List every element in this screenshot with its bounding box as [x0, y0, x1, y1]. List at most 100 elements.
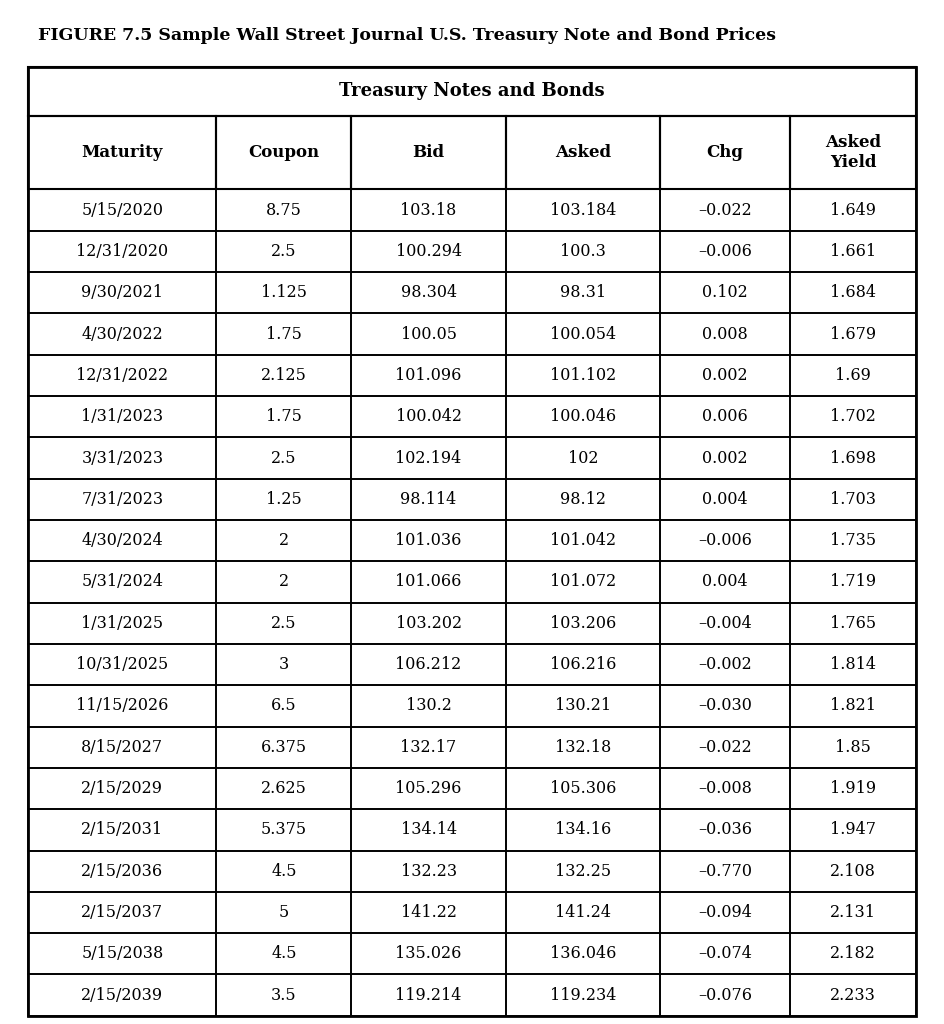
Text: 119.214: 119.214 [396, 987, 462, 1004]
Text: 5: 5 [278, 904, 289, 921]
Text: 1.765: 1.765 [830, 614, 876, 632]
Text: 141.24: 141.24 [555, 904, 611, 921]
Text: 5/15/2038: 5/15/2038 [81, 945, 163, 963]
Text: 2: 2 [278, 532, 289, 549]
Text: 1.75: 1.75 [266, 326, 302, 343]
Text: 1.698: 1.698 [830, 450, 876, 467]
Text: –0.076: –0.076 [699, 987, 752, 1004]
Text: 8.75: 8.75 [266, 202, 302, 218]
Text: –0.036: –0.036 [699, 821, 752, 839]
Text: 9/30/2021: 9/30/2021 [81, 285, 163, 301]
Text: 1.69: 1.69 [835, 367, 871, 384]
Text: –0.770: –0.770 [699, 862, 752, 880]
Text: 1.814: 1.814 [830, 656, 876, 673]
Text: 134.14: 134.14 [400, 821, 457, 839]
Text: 8/15/2027: 8/15/2027 [81, 738, 163, 756]
Text: 2.5: 2.5 [271, 243, 296, 260]
Text: 4/30/2022: 4/30/2022 [81, 326, 163, 343]
Text: 100.05: 100.05 [400, 326, 457, 343]
Text: –0.022: –0.022 [699, 738, 752, 756]
Text: 6.5: 6.5 [271, 697, 296, 715]
Text: 2.625: 2.625 [261, 780, 307, 797]
Text: 0.006: 0.006 [702, 409, 748, 425]
Text: 100.046: 100.046 [549, 409, 616, 425]
Text: 103.18: 103.18 [400, 202, 457, 218]
Text: 1/31/2023: 1/31/2023 [81, 409, 163, 425]
Text: –0.008: –0.008 [699, 780, 752, 797]
Text: 2.131: 2.131 [830, 904, 876, 921]
Text: 105.306: 105.306 [549, 780, 616, 797]
Text: 4/30/2024: 4/30/2024 [81, 532, 163, 549]
Text: 100.294: 100.294 [396, 243, 462, 260]
Text: 1.684: 1.684 [830, 285, 876, 301]
Text: 0.004: 0.004 [702, 490, 748, 508]
Text: 101.042: 101.042 [549, 532, 616, 549]
Text: –0.022: –0.022 [699, 202, 752, 218]
Text: 1.719: 1.719 [830, 573, 876, 591]
Text: Asked
Yield: Asked Yield [825, 134, 881, 171]
Text: 101.066: 101.066 [396, 573, 462, 591]
Text: 7/31/2023: 7/31/2023 [81, 490, 163, 508]
Text: 101.096: 101.096 [396, 367, 462, 384]
Text: 2/15/2036: 2/15/2036 [81, 862, 163, 880]
Text: 12/31/2020: 12/31/2020 [76, 243, 168, 260]
Text: 1.947: 1.947 [830, 821, 876, 839]
Text: 1.85: 1.85 [835, 738, 871, 756]
Text: 100.042: 100.042 [396, 409, 462, 425]
Text: 106.212: 106.212 [396, 656, 462, 673]
Text: 0.008: 0.008 [702, 326, 748, 343]
Text: 1.125: 1.125 [261, 285, 307, 301]
Text: 132.25: 132.25 [555, 862, 611, 880]
Text: 101.102: 101.102 [549, 367, 616, 384]
Text: Coupon: Coupon [248, 144, 319, 161]
Text: 2.108: 2.108 [830, 862, 876, 880]
Text: 1/31/2025: 1/31/2025 [81, 614, 163, 632]
Text: 105.296: 105.296 [396, 780, 462, 797]
Text: 2/15/2037: 2/15/2037 [81, 904, 163, 921]
Text: 12/31/2022: 12/31/2022 [76, 367, 168, 384]
Text: –0.074: –0.074 [699, 945, 752, 963]
Text: FIGURE 7.5 Sample Wall Street Journal U.S. Treasury Note and Bond Prices: FIGURE 7.5 Sample Wall Street Journal U.… [38, 27, 776, 44]
Text: Maturity: Maturity [82, 144, 163, 161]
Text: Bid: Bid [413, 144, 445, 161]
Text: 132.17: 132.17 [400, 738, 457, 756]
Text: 106.216: 106.216 [549, 656, 616, 673]
Text: 0.002: 0.002 [702, 367, 748, 384]
Text: 3: 3 [278, 656, 289, 673]
Text: –0.094: –0.094 [699, 904, 752, 921]
Text: 1.735: 1.735 [830, 532, 876, 549]
Text: 98.114: 98.114 [400, 490, 457, 508]
Text: 1.25: 1.25 [266, 490, 302, 508]
Text: 98.304: 98.304 [400, 285, 457, 301]
Text: 1.649: 1.649 [830, 202, 876, 218]
Text: 5.375: 5.375 [261, 821, 307, 839]
Text: 10/31/2025: 10/31/2025 [76, 656, 168, 673]
Text: 98.31: 98.31 [560, 285, 606, 301]
Text: 0.004: 0.004 [702, 573, 748, 591]
Text: 2.5: 2.5 [271, 614, 296, 632]
Text: Treasury Notes and Bonds: Treasury Notes and Bonds [339, 82, 605, 100]
Text: 135.026: 135.026 [396, 945, 462, 963]
Text: 2.5: 2.5 [271, 450, 296, 467]
Text: Chg: Chg [707, 144, 744, 161]
Text: 100.3: 100.3 [560, 243, 606, 260]
Text: 1.821: 1.821 [830, 697, 876, 715]
Text: 100.054: 100.054 [549, 326, 616, 343]
Text: 1.919: 1.919 [830, 780, 876, 797]
Text: 2.125: 2.125 [261, 367, 307, 384]
Text: 102: 102 [567, 450, 598, 467]
Text: 3/31/2023: 3/31/2023 [81, 450, 163, 467]
Text: 6.375: 6.375 [261, 738, 307, 756]
Text: –0.030: –0.030 [699, 697, 752, 715]
Text: 103.202: 103.202 [396, 614, 462, 632]
Text: 2/15/2029: 2/15/2029 [81, 780, 163, 797]
Text: 134.16: 134.16 [555, 821, 611, 839]
Text: 130.2: 130.2 [406, 697, 451, 715]
Text: 3.5: 3.5 [271, 987, 296, 1004]
Text: 1.75: 1.75 [266, 409, 302, 425]
Text: 136.046: 136.046 [549, 945, 616, 963]
Text: 2/15/2031: 2/15/2031 [81, 821, 163, 839]
Text: 0.002: 0.002 [702, 450, 748, 467]
Text: –0.004: –0.004 [699, 614, 752, 632]
Text: –0.006: –0.006 [699, 532, 752, 549]
